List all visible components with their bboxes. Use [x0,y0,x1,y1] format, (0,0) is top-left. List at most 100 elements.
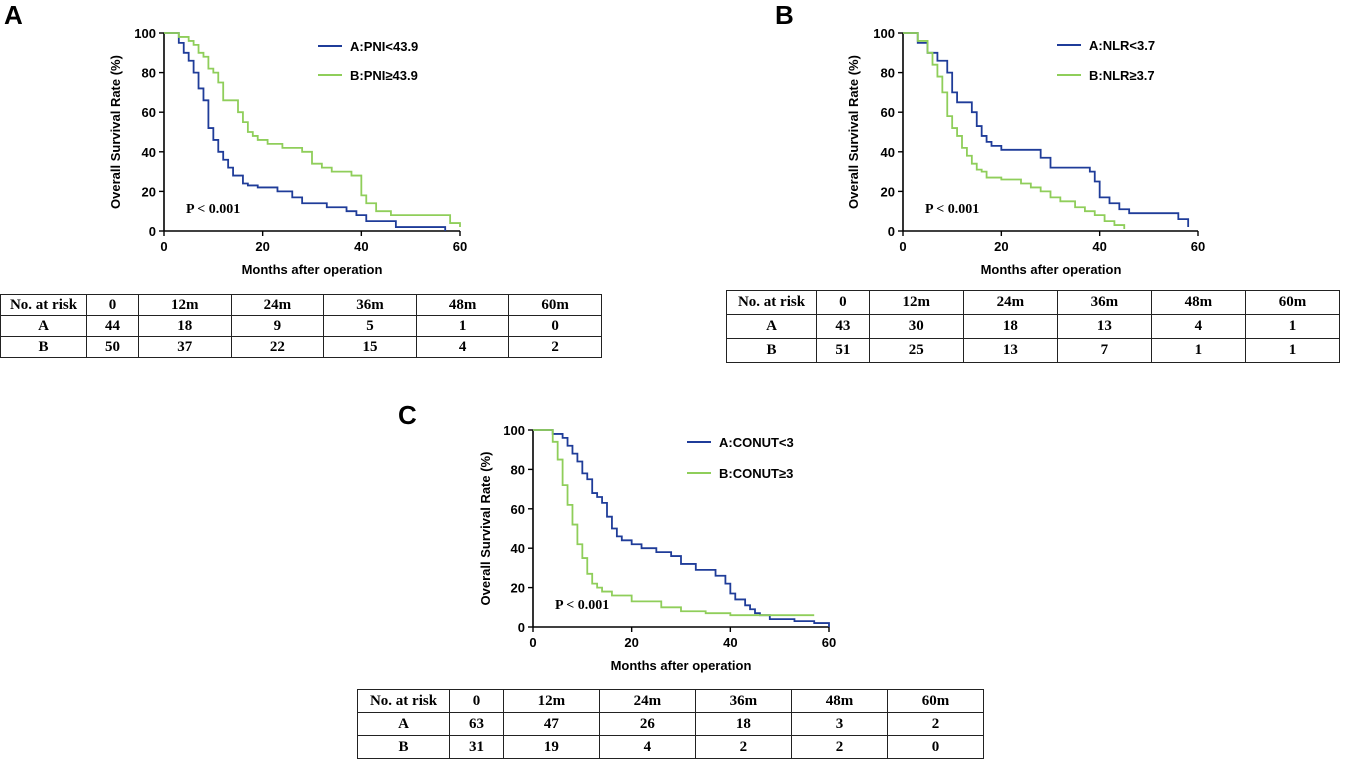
table-cell: 26 [598,712,696,736]
legend-label: A:CONUT<3 [719,435,794,450]
table-cell: 4 [1150,314,1246,339]
x-tick-label: 20 [255,239,269,254]
table-cell: 44 [86,315,139,337]
y-tick-label: 20 [142,184,156,199]
header-cell: 60m [508,294,602,316]
y-tick-label: 80 [511,462,525,477]
series-line-a [533,429,830,627]
header-cell: No. at risk [0,294,87,316]
header-cell: 12m [868,290,964,315]
header-cell: 48m [415,294,510,316]
header-cell: 36m [694,689,792,713]
y-tick-label: 100 [134,26,156,41]
x-tick-label: 60 [1191,239,1205,254]
header-cell: 36m [1056,290,1152,315]
table-cell: 1 [1244,314,1341,339]
y-tick-label: 80 [881,66,895,81]
x-tick-label: 20 [624,635,638,650]
y-axis-label: Overall Survival Rate (%) [108,55,123,209]
risk-table-conut: No. at risk 0 12m 24m 36m 48m 60m A 63 4… [357,689,985,759]
panel-letter-b: B [775,0,794,30]
table-row: A 43 30 18 13 4 1 [726,314,1341,339]
table-cell: 51 [816,338,870,363]
panel-letter-a: A [4,0,23,30]
table-row: A 63 47 26 18 3 2 [357,712,985,736]
legend-label: A:PNI<43.9 [350,39,418,54]
p-value-annotation: P < 0.001 [186,202,240,217]
table-row: A 44 18 9 5 1 0 [0,315,602,337]
table-cell: 15 [323,336,417,358]
y-tick-label: 40 [511,541,525,556]
table-cell: 13 [1056,314,1152,339]
y-tick-label: 20 [881,184,895,199]
legend-label: B:CONUT≥3 [719,466,793,481]
header-cell: 12m [502,689,600,713]
series-line-a [164,32,447,231]
header-cell: No. at risk [357,689,450,713]
p-value-annotation: P < 0.001 [925,202,979,217]
table-cell: A [357,712,450,736]
table-row: B 51 25 13 7 1 1 [726,338,1341,363]
y-tick-label: 0 [518,620,525,635]
table-cell: 22 [230,336,325,358]
table-cell: 1 [415,315,510,337]
y-tick-label: 100 [503,423,525,438]
x-tick-label: 40 [723,635,737,650]
table-cell: 3 [790,712,888,736]
y-tick-label: 80 [142,66,156,81]
series-line-b [164,32,461,228]
series-line-a [903,32,1190,228]
y-axis-label: Overall Survival Rate (%) [846,55,861,209]
risk-table-header-row: No. at risk 0 12m 24m 36m 48m 60m [357,689,985,713]
header-cell: 36m [323,294,417,316]
header-cell: 12m [137,294,232,316]
table-row: B 50 37 22 15 4 2 [0,336,602,358]
header-cell: 0 [449,689,504,713]
header-cell: 48m [790,689,888,713]
table-cell: 19 [502,735,600,759]
table-cell: B [357,735,450,759]
risk-table-nlr: No. at risk 0 12m 24m 36m 48m 60m A 43 3… [726,290,1341,363]
table-cell: 2 [886,712,985,736]
table-cell: A [726,314,817,339]
y-tick-label: 0 [149,224,156,239]
table-cell: 0 [508,315,602,337]
risk-table-header-row: No. at risk 0 12m 24m 36m 48m 60m [0,294,602,316]
legend-label: A:NLR<3.7 [1089,38,1155,53]
table-cell: 63 [449,712,504,736]
table-cell: 0 [886,735,985,759]
x-tick-label: 0 [899,239,906,254]
header-cell: 24m [962,290,1058,315]
y-axis-label: Overall Survival Rate (%) [478,452,493,606]
risk-table-pni: No. at risk 0 12m 24m 36m 48m 60m A 44 1… [0,294,602,358]
table-cell: 7 [1056,338,1152,363]
x-tick-label: 0 [529,635,536,650]
x-tick-label: 60 [822,635,836,650]
x-tick-label: 20 [994,239,1008,254]
table-cell: 9 [230,315,325,337]
series-line-b [533,429,815,617]
table-cell: B [0,336,87,358]
y-tick-label: 40 [142,145,156,160]
table-cell: 50 [86,336,139,358]
y-tick-label: 20 [511,581,525,596]
table-cell: 30 [868,314,964,339]
table-cell: 25 [868,338,964,363]
table-cell: 5 [323,315,417,337]
table-cell: 18 [694,712,792,736]
header-cell: 0 [816,290,870,315]
table-cell: 13 [962,338,1058,363]
header-cell: 0 [86,294,139,316]
table-cell: 4 [415,336,510,358]
header-cell: 24m [230,294,325,316]
p-value-annotation: P < 0.001 [555,598,609,613]
table-cell: 31 [449,735,504,759]
table-cell: 18 [962,314,1058,339]
table-cell: B [726,338,817,363]
table-cell: A [0,315,87,337]
y-tick-label: 40 [881,145,895,160]
x-tick-label: 40 [1092,239,1106,254]
table-cell: 1 [1244,338,1341,363]
